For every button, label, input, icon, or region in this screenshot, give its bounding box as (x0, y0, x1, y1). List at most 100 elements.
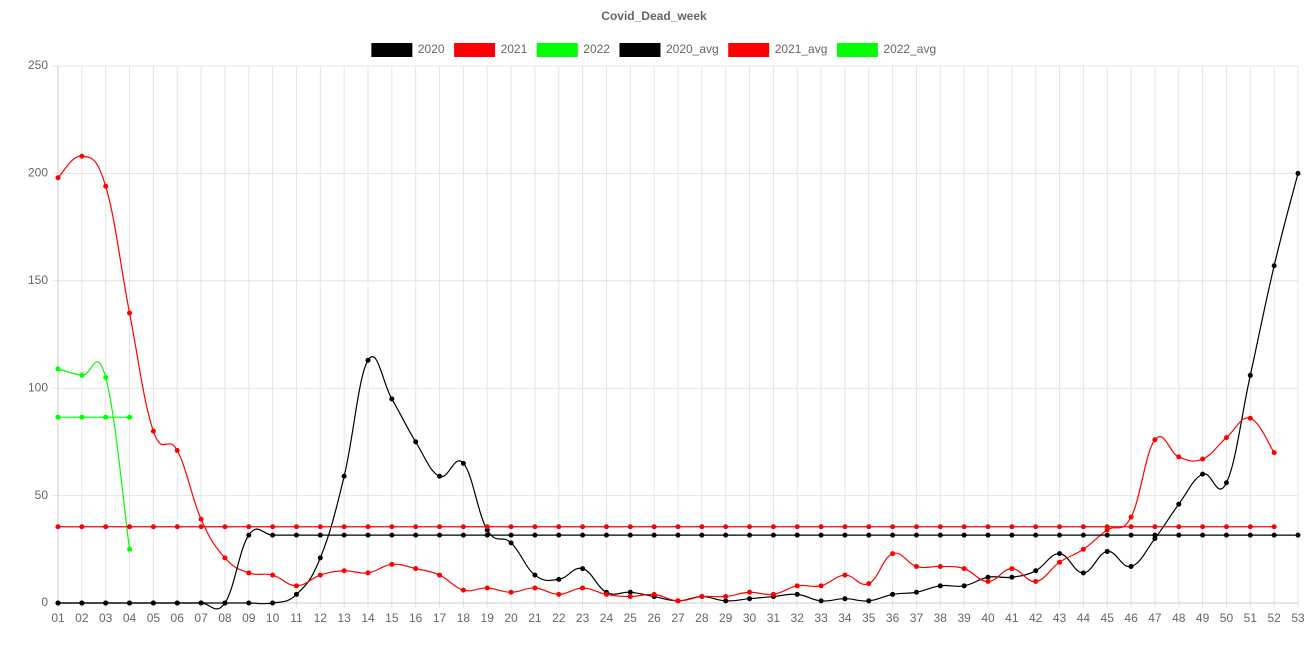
data-point (460, 532, 466, 538)
data-point (747, 589, 753, 595)
data-point (794, 532, 800, 538)
data-point (103, 414, 109, 420)
data-point (127, 524, 133, 530)
data-point (246, 570, 252, 576)
data-point (103, 183, 109, 189)
data-point (174, 600, 180, 606)
data-point (675, 598, 681, 604)
data-point (890, 591, 896, 597)
data-point (794, 583, 800, 589)
data-point (818, 524, 824, 530)
data-point (1223, 435, 1229, 441)
x-tick-label: 31 (767, 611, 781, 625)
data-point (1176, 532, 1182, 538)
data-point (79, 414, 85, 420)
data-point (842, 596, 848, 602)
data-point (222, 524, 228, 530)
data-point (842, 524, 848, 530)
data-point (1033, 579, 1039, 585)
data-point (127, 600, 133, 606)
data-point (389, 561, 395, 567)
x-tick-label: 43 (1053, 611, 1067, 625)
data-point (747, 524, 753, 530)
y-tick-label: 250 (28, 58, 48, 72)
data-point (103, 524, 109, 530)
legend-label: 2020 (418, 42, 445, 56)
x-tick-label: 17 (433, 611, 447, 625)
data-point (1104, 548, 1110, 554)
data-point (651, 591, 657, 597)
data-point (1295, 532, 1301, 538)
data-point (866, 598, 872, 604)
data-point (1009, 524, 1015, 530)
data-point (675, 524, 681, 530)
data-point (627, 594, 633, 600)
data-point (79, 153, 85, 159)
data-point (508, 540, 514, 546)
legend-label: 2022 (583, 42, 610, 56)
data-point (1033, 568, 1039, 574)
data-point (1176, 524, 1182, 530)
data-point (818, 598, 824, 604)
data-point (770, 532, 776, 538)
x-tick-label: 28 (695, 611, 709, 625)
legend-swatch (371, 43, 413, 57)
data-point (174, 524, 180, 530)
data-point (890, 524, 896, 530)
data-point (341, 473, 347, 479)
data-point (484, 524, 490, 530)
data-point (413, 566, 419, 572)
data-point (794, 524, 800, 530)
data-point (413, 524, 419, 530)
data-point (460, 587, 466, 593)
data-point (913, 524, 919, 530)
data-point (1295, 170, 1301, 176)
data-point (127, 414, 133, 420)
data-point (365, 357, 371, 363)
x-tick-label: 38 (934, 611, 948, 625)
data-point (79, 600, 85, 606)
data-point (246, 524, 252, 530)
data-point (1104, 524, 1110, 530)
x-tick-label: 01 (51, 611, 65, 625)
data-point (580, 585, 586, 591)
data-point (317, 572, 323, 578)
data-point (270, 600, 276, 606)
data-point (1057, 524, 1063, 530)
data-point (1271, 524, 1277, 530)
data-point (842, 532, 848, 538)
data-point (937, 583, 943, 589)
data-point (437, 524, 443, 530)
chart-title: Covid_Dead_week (601, 9, 707, 23)
data-point (961, 583, 967, 589)
x-tick-label: 05 (147, 611, 161, 625)
data-point (580, 524, 586, 530)
data-point (556, 524, 562, 530)
x-tick-label: 41 (1005, 611, 1019, 625)
x-tick-label: 19 (481, 611, 495, 625)
data-point (627, 589, 633, 595)
x-tick-label: 47 (1148, 611, 1162, 625)
data-point (985, 524, 991, 530)
data-point (1033, 524, 1039, 530)
data-point (293, 532, 299, 538)
data-point (985, 532, 991, 538)
data-point (699, 524, 705, 530)
data-point (79, 372, 85, 378)
data-point (1152, 536, 1158, 542)
data-point (937, 524, 943, 530)
data-point (1200, 532, 1206, 538)
data-point (1223, 524, 1229, 530)
data-point (246, 600, 252, 606)
x-tick-label: 12 (314, 611, 328, 625)
data-point (1200, 524, 1206, 530)
data-point (1080, 524, 1086, 530)
data-point (675, 532, 681, 538)
data-point (198, 516, 204, 522)
y-tick-label: 150 (28, 273, 48, 287)
data-point (222, 555, 228, 561)
legend-swatch (536, 43, 578, 57)
x-tick-label: 14 (361, 611, 375, 625)
data-point (580, 566, 586, 572)
